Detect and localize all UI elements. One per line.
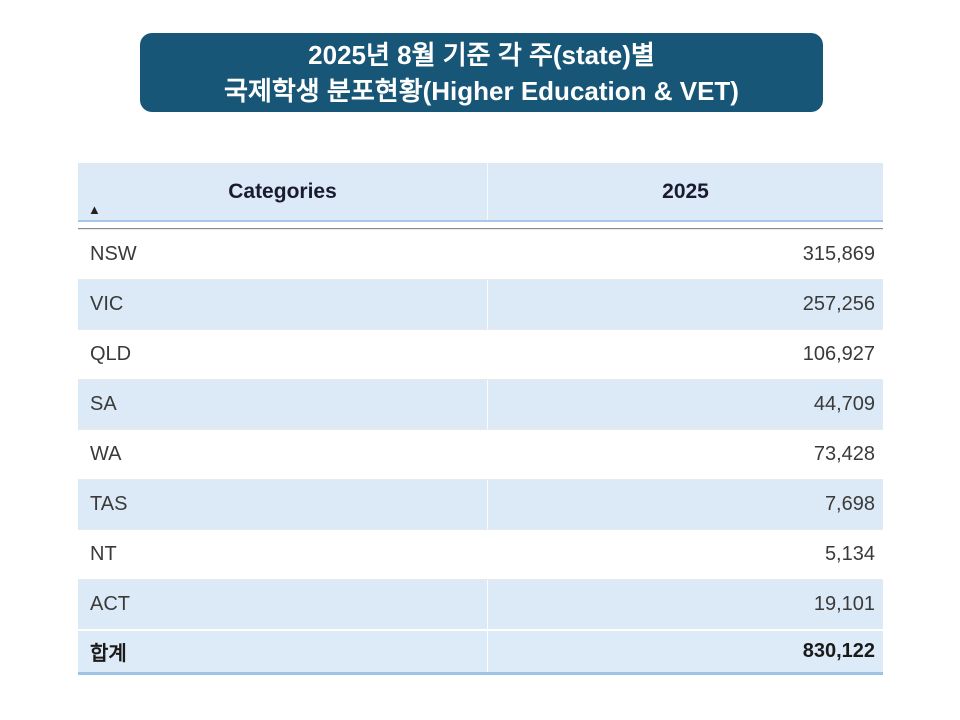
row-value: 73,428 [487,430,883,479]
total-label: 합계 [90,643,127,665]
row-category: QLD [90,343,132,365]
row-value: 106,927 [487,330,883,379]
row-value: 19,101 [487,580,883,629]
table-header-row: ▲ Categories 2025 [78,163,883,222]
data-table: ▲ Categories 2025 NSW 315,869 VIC 257,25… [78,163,883,675]
row-category: ACT [90,593,130,615]
title-line-2: 국제학생 분포현황(Higher Education & VET) [224,75,739,106]
table-row-tas: TAS 7,698 [78,479,883,529]
row-value: 7,698 [487,480,883,529]
table-row-qld: QLD 106,927 [78,329,883,379]
table-row-nt: NT 5,134 [78,529,883,579]
row-value: 44,709 [487,380,883,429]
table-row-nsw: NSW 315,869 [78,229,883,279]
table-row-total: 합계 830,122 [78,629,883,675]
row-value: 5,134 [487,530,883,579]
table-row-wa: WA 73,428 [78,429,883,479]
sort-ascending-icon[interactable]: ▲ [88,202,101,217]
column-header-2025[interactable]: 2025 [487,163,883,220]
title-banner: 2025년 8월 기준 각 주(state)별 국제학생 분포현황(Higher… [140,33,823,112]
row-value: 315,869 [487,230,883,279]
row-category: NT [90,543,117,565]
column-header-categories[interactable]: Categories [228,179,337,203]
row-value: 257,256 [487,280,883,329]
header-divider [78,222,883,229]
row-category: TAS [90,493,128,515]
title-line-1: 2025년 8월 기준 각 주(state)별 [308,39,655,70]
row-category: VIC [90,293,124,315]
table-row-sa: SA 44,709 [78,379,883,429]
total-value: 830,122 [487,631,883,672]
row-category: NSW [90,243,137,265]
table-row-vic: VIC 257,256 [78,279,883,329]
row-category: SA [90,393,117,415]
row-category: WA [90,443,122,465]
table-row-act: ACT 19,101 [78,579,883,629]
